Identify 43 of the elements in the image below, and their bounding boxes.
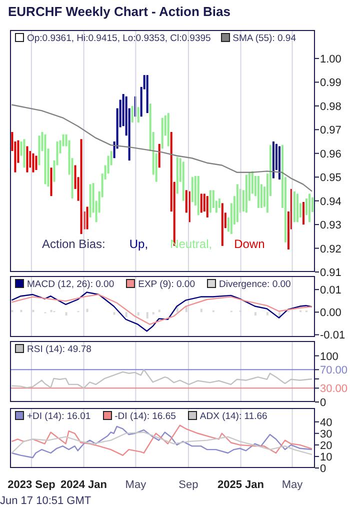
y-tick-label: 0.96 [320, 148, 342, 160]
x-tick-label: 2025 Jan [218, 479, 264, 491]
legend-label: MACD (12, 26): 0.00 [26, 279, 114, 290]
legend-label: Divergence: 0.00 [218, 279, 291, 290]
y-tick-label: 30.00 [320, 383, 348, 396]
x-tick-label: 2023 Sep [8, 479, 56, 491]
legend-label: -DI (14): 16.65 [114, 411, 176, 422]
text: Up, [129, 237, 148, 251]
annotation: Action Bias: [42, 237, 106, 251]
y-tick-label: -0.01 [320, 330, 346, 342]
legend-label: SMA (55): 0.94 [232, 33, 296, 44]
y-tick-label: 70.00 [320, 364, 348, 377]
y-tick-label: 1.00 [320, 53, 342, 66]
y-tick-label: 0.00 [320, 307, 342, 320]
y-tick-label: 100 [320, 350, 338, 363]
text: Jun 17 10:51 GMT [0, 495, 92, 507]
y-tick-label: 10 [320, 451, 332, 464]
series-label: Down [234, 237, 265, 251]
x-tick-label: 2024 Jan [60, 479, 108, 491]
legend-label: RSI (14): 49.78 [26, 344, 92, 355]
y-tick-label: 0.98 [320, 100, 342, 113]
legend-label: +DI (14): 16.01 [26, 411, 91, 422]
annotation: Op:0.9361, Hi:0.9415, Lo:0.9353, Cl:0.9395 [26, 33, 211, 44]
y-tick-label: 0.92 [320, 243, 342, 256]
y-tick-label: 0.01 [320, 284, 342, 297]
y-tick-label: 0.97 [320, 124, 342, 137]
y-tick-label: 40 [320, 416, 332, 429]
y-tick-label: 0 [320, 397, 326, 409]
y-tick-label: 0.95 [320, 172, 342, 184]
x-tick-label: May [282, 479, 304, 491]
series-label: Neutral, [170, 237, 212, 251]
y-tick-label: 0 [320, 463, 326, 475]
x-tick-label: May [125, 479, 147, 491]
y-tick-label: 0.93 [320, 220, 342, 232]
y-tick-label: 20 [320, 440, 332, 452]
legend-label: EXP (9): 0.00 [137, 279, 195, 290]
x-tick-label: Sep [178, 479, 198, 491]
legend-label: ADX (14): 11.66 [198, 411, 268, 422]
chart-title: EURCHF Weekly Chart - Action Bias [8, 4, 230, 19]
y-tick-label: 30 [320, 428, 332, 440]
y-tick-label: 0.91 [320, 267, 342, 279]
y-tick-label: 0.94 [320, 196, 342, 208]
y-tick-label: 0.99 [320, 77, 342, 90]
